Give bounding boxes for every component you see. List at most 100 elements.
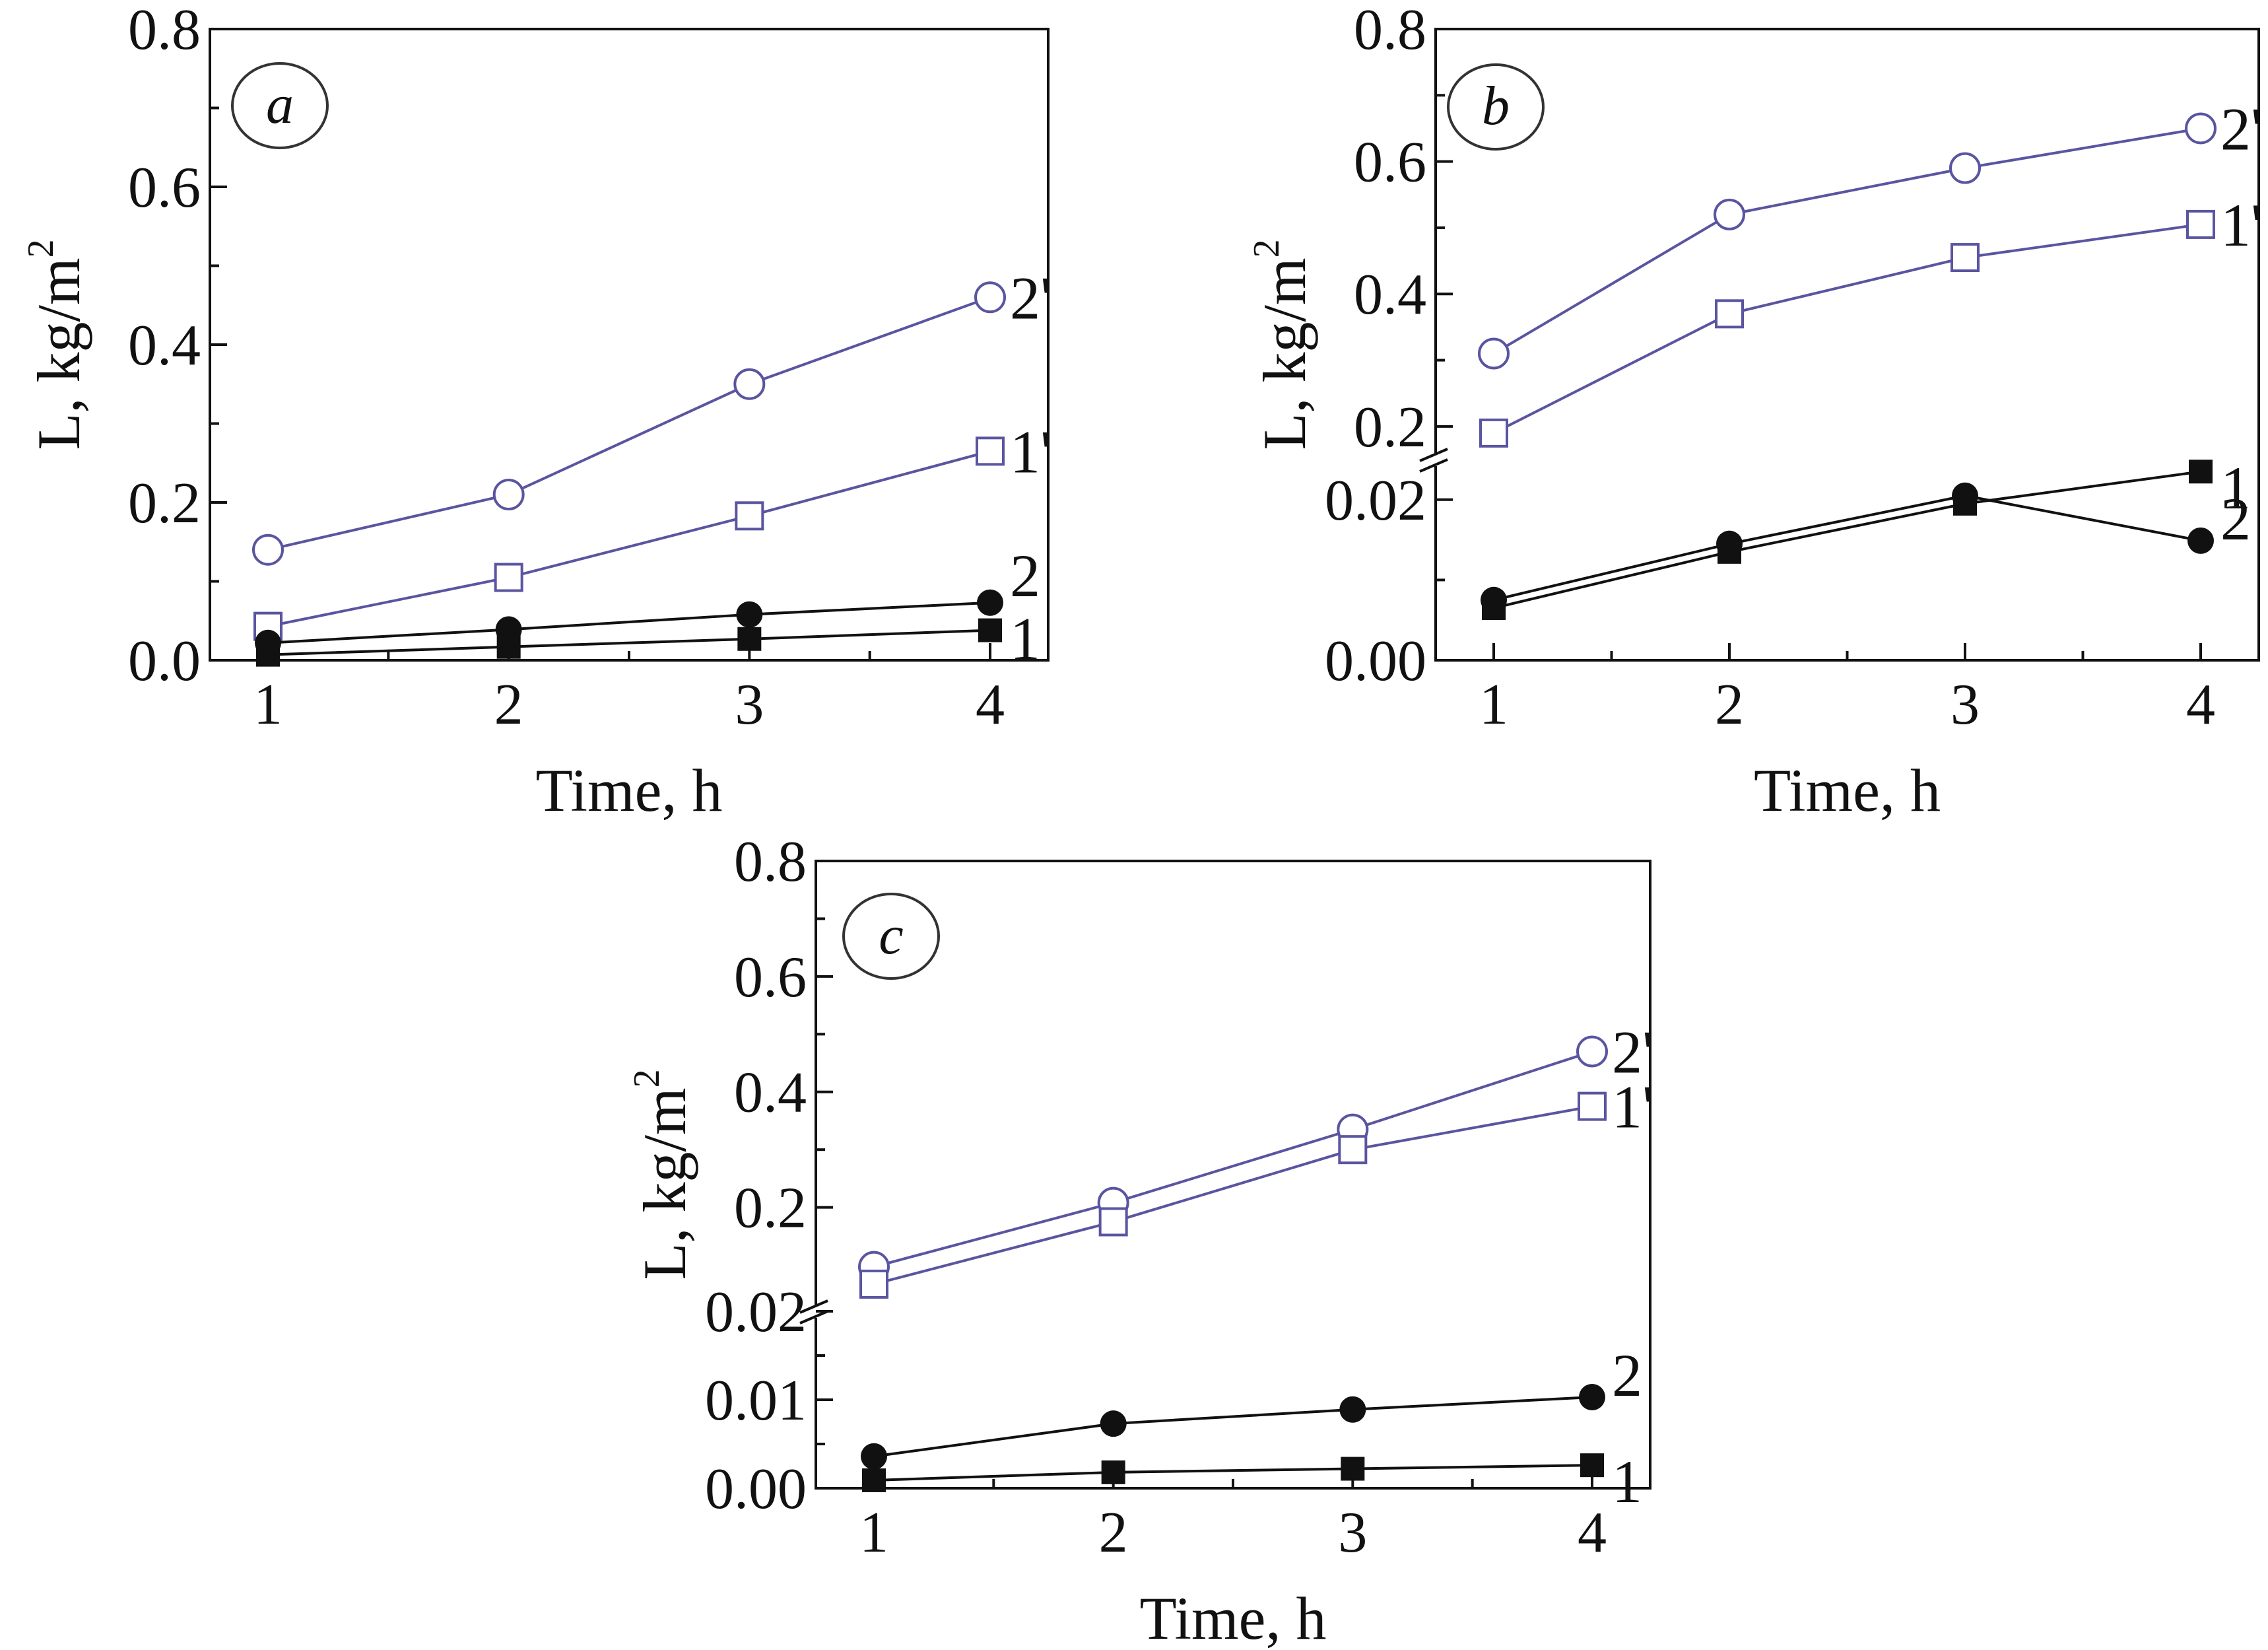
- data-point: [977, 589, 1003, 616]
- data-point: [1338, 1135, 1368, 1165]
- panel-letter-badge: a: [231, 62, 329, 149]
- series-line: [267, 450, 991, 628]
- y-axis-title-text: L, kg/m: [25, 258, 92, 450]
- data-point: [2185, 112, 2217, 145]
- y-tick-label: 0.02: [1325, 469, 1426, 533]
- y-tick-label: 0.2: [128, 471, 201, 535]
- series-line: [873, 1395, 1593, 1458]
- axis-break-mark: [1419, 448, 1448, 462]
- data-point: [735, 501, 764, 531]
- y-tick-label: 0.2: [734, 1177, 807, 1241]
- data-point: [737, 627, 762, 651]
- data-point: [496, 635, 521, 659]
- series-label: 2: [2220, 485, 2251, 553]
- series-1: 1: [256, 605, 1040, 673]
- x-tick-label: 3: [735, 673, 764, 737]
- series-line: [267, 296, 991, 551]
- panel-letter-circle: [1447, 63, 1545, 151]
- y-tick-label: 0.8: [734, 830, 807, 894]
- series-line: [873, 1105, 1593, 1286]
- data-point: [494, 563, 523, 592]
- series-2: 2: [861, 1342, 1642, 1470]
- x-tick-label: 1: [1479, 673, 1508, 737]
- y-axis-title-superscript: 2: [626, 1069, 667, 1087]
- data-point: [1100, 1410, 1127, 1437]
- x-axis-title: Time, h: [536, 757, 723, 824]
- series-2': 2': [252, 264, 1051, 566]
- series-line: [267, 629, 991, 656]
- y-axis-title-text: L, kg/m: [631, 1087, 698, 1280]
- y-axis-title: L, kg/m2: [1246, 239, 1318, 450]
- panel-letter: c: [879, 905, 903, 966]
- y-axis-title-superscript: 2: [20, 239, 61, 258]
- data-point: [1951, 243, 1980, 273]
- data-point: [1478, 337, 1510, 370]
- x-tick-label: 2: [1099, 1501, 1128, 1565]
- x-tick-label: 3: [1951, 673, 1980, 737]
- y-tick-label: 0.6: [734, 945, 807, 1010]
- series-label: 2': [2220, 95, 2262, 162]
- series-line: [267, 601, 991, 644]
- y-tick-label: 0.01: [705, 1369, 807, 1433]
- series-1: 1: [862, 1448, 1642, 1515]
- data-point: [252, 533, 284, 566]
- axis-break-mark: [799, 1310, 828, 1324]
- series-line: [1493, 223, 2201, 434]
- x-tick-label: 4: [1578, 1501, 1607, 1565]
- y-tick-label: 0.6: [128, 156, 201, 220]
- data-point: [1714, 198, 1745, 230]
- y-tick-label: 0.8: [128, 0, 201, 62]
- series-label: 1': [1010, 418, 1051, 485]
- y-tick-label: 0.0: [128, 629, 201, 693]
- x-axis-title: Time, h: [1754, 757, 1941, 824]
- series-2': 2': [1478, 95, 2262, 370]
- series-label: 2: [1612, 1342, 1642, 1409]
- data-point: [1482, 596, 1506, 620]
- y-tick-label: 0.4: [1354, 263, 1426, 327]
- x-tick-label: 1: [253, 673, 283, 737]
- series-line: [873, 1050, 1593, 1268]
- x-tick-label: 2: [494, 673, 523, 737]
- y-tick-label: 0.00: [705, 1457, 807, 1521]
- y-tick-label: 0.2: [1354, 395, 1426, 460]
- panel-letter: a: [266, 74, 294, 135]
- data-point: [1718, 539, 1741, 564]
- data-point: [1479, 418, 1508, 448]
- data-point: [862, 1468, 886, 1492]
- data-point: [736, 601, 763, 628]
- x-tick-label: 3: [1338, 1501, 1367, 1565]
- series-label: 1: [1010, 605, 1040, 673]
- chart-panel-c: 1 2 3 4 0.00 0.01 0.02 0.2 0.4 0.6 0.8 Time, h L, kg…: [626, 830, 1653, 1650]
- series-label: 1': [1612, 1074, 1653, 1141]
- series-2: 2: [1481, 482, 2251, 613]
- data-point: [2189, 460, 2213, 484]
- y-tick-label: 0.4: [734, 1061, 807, 1125]
- panel-letter-circle: [842, 893, 940, 980]
- data-point: [1578, 1091, 1607, 1121]
- y-tick-label: 0.02: [705, 1280, 807, 1344]
- data-point: [733, 368, 766, 400]
- panel-letter-badge: b: [1447, 63, 1545, 151]
- x-axis-title: Time, h: [1140, 1585, 1327, 1650]
- series-line: [873, 1464, 1593, 1482]
- data-point: [1579, 1383, 1605, 1410]
- y-axis-title-superscript: 2: [1246, 239, 1287, 258]
- series-1': 1': [859, 1074, 1653, 1299]
- y-tick-label: 0.4: [128, 314, 201, 378]
- data-point: [978, 618, 1002, 642]
- panel-letter-badge: c: [842, 893, 940, 980]
- x-tick-label: 4: [2186, 673, 2215, 737]
- y-tick-label: 0.00: [1325, 629, 1426, 693]
- series-label: 2': [1612, 1019, 1653, 1086]
- series-label: 1: [2220, 454, 2251, 522]
- data-point: [1715, 299, 1744, 329]
- data-point: [2186, 209, 2215, 239]
- data-point: [2187, 527, 2214, 554]
- series-label: 1': [2220, 191, 2262, 259]
- y-axis-title: L, kg/m2: [20, 239, 92, 450]
- x-tick-label: 2: [1715, 673, 1744, 737]
- series-label: 1: [1612, 1448, 1642, 1515]
